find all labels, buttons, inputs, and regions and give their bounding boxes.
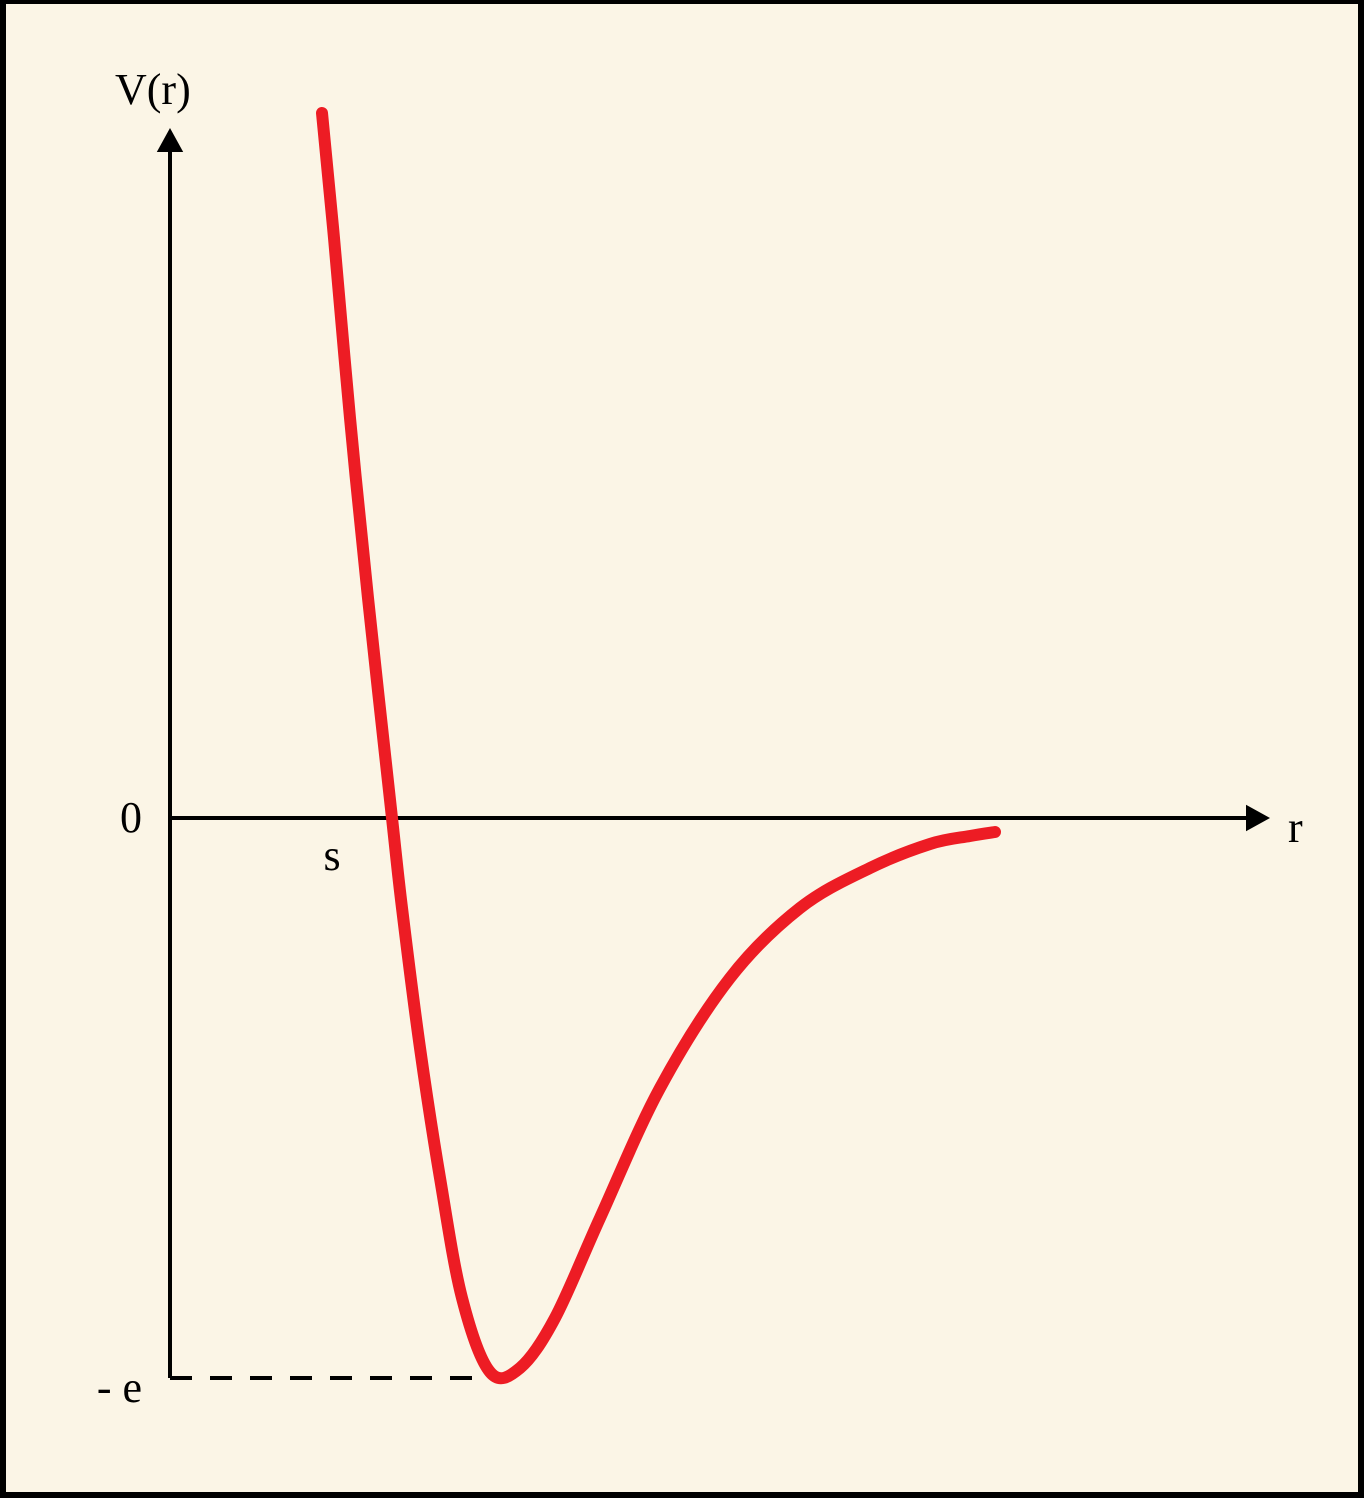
y-axis-label: V(r) (115, 65, 191, 114)
potential-chart: V(r) r 0 s - e (0, 0, 1364, 1498)
chart-frame: V(r) r 0 s - e (0, 0, 1364, 1503)
epsilon-tick-label: - e (97, 1363, 142, 1412)
plot-background (3, 1, 1361, 1495)
origin-label: 0 (120, 793, 142, 842)
sigma-tick-label: s (323, 831, 340, 880)
x-axis-label: r (1288, 803, 1303, 852)
